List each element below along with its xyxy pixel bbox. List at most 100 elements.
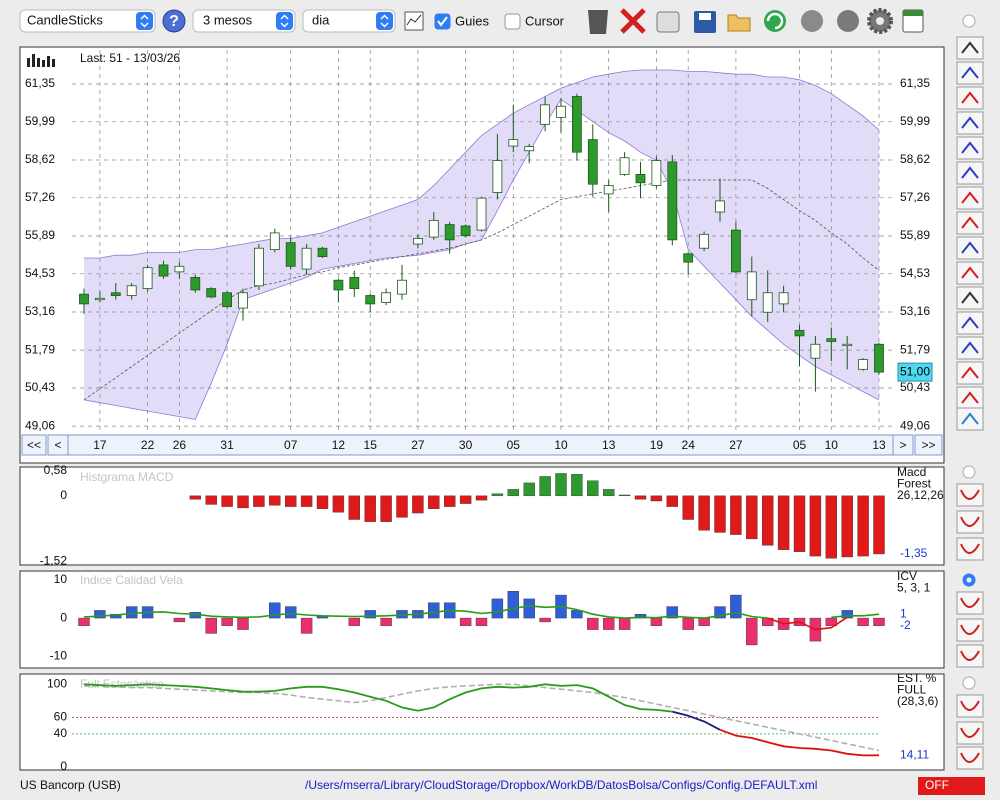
tool-glyph (960, 700, 980, 711)
y-tick-label: 0,58 (44, 463, 68, 477)
bar (491, 493, 504, 497)
tool-button[interactable] (956, 336, 984, 360)
tool-button[interactable] (956, 746, 984, 770)
candle-body (842, 343, 853, 347)
tool-button[interactable] (956, 286, 984, 310)
radio-dot (966, 577, 972, 583)
indicator-label: ICV (897, 569, 917, 583)
tool-button[interactable] (956, 161, 984, 185)
bar (698, 495, 710, 531)
x-tick-label: 19 (650, 438, 664, 452)
trash-icon[interactable] (588, 10, 608, 34)
y-tick-label-right: 54,53 (900, 266, 930, 280)
candle-body (158, 264, 169, 277)
bar (221, 617, 233, 626)
bar (618, 617, 631, 630)
radio-button[interactable] (962, 676, 976, 690)
select-arrow (276, 12, 293, 30)
help-button[interactable] (162, 9, 186, 33)
candle-body (619, 157, 630, 175)
bar (316, 495, 329, 509)
bar (603, 489, 615, 497)
bar (698, 617, 710, 626)
bar (94, 610, 106, 619)
delete-icon[interactable] (620, 8, 646, 34)
candle-body (317, 247, 328, 257)
bar (777, 495, 790, 550)
tool-button[interactable] (956, 86, 984, 110)
tool-button[interactable] (956, 186, 984, 210)
nav-button[interactable] (21, 434, 47, 456)
bar (587, 480, 599, 497)
y-tick-label: 50,43 (25, 380, 55, 394)
tool-button[interactable] (956, 694, 984, 718)
chart-type-select[interactable] (19, 9, 156, 33)
tool-button[interactable] (956, 537, 984, 561)
refresh-glyph (766, 12, 784, 30)
tool-button[interactable] (956, 510, 984, 534)
tool-button[interactable] (956, 618, 984, 642)
tool-button[interactable] (956, 261, 984, 285)
candle-body (540, 104, 550, 125)
indicator-label: FULL (897, 683, 927, 697)
tool-button[interactable] (956, 483, 984, 507)
y-tick-label: 54,53 (25, 266, 55, 280)
tool-button[interactable] (956, 111, 984, 135)
y-tick-label: 40 (54, 726, 68, 740)
radio-button[interactable] (962, 465, 976, 479)
indicator-line (767, 616, 848, 631)
icon-bar (37, 58, 40, 67)
tool-glyph (961, 412, 979, 425)
euro-icon[interactable] (837, 10, 859, 32)
bar (587, 617, 599, 630)
tool-glyph (961, 66, 979, 79)
tool-glyph (961, 191, 979, 204)
dollar-icon[interactable] (801, 10, 823, 32)
bar (444, 495, 456, 507)
period-select[interactable] (192, 9, 296, 33)
tool-button[interactable] (956, 721, 984, 745)
cursor-checkbox[interactable] (504, 13, 521, 30)
nav-button[interactable] (914, 434, 943, 456)
x-tick-label: 10 (554, 438, 568, 452)
bar (825, 617, 837, 626)
tool-button[interactable] (956, 311, 984, 335)
tool-glyph (960, 727, 980, 738)
config-path[interactable]: /Users/mserra/Library/CloudStorage/Dropb… (305, 778, 817, 792)
tool-button[interactable] (956, 591, 984, 615)
candle-body (253, 247, 264, 287)
y-tick-label: 100 (47, 676, 67, 690)
tool-button[interactable] (956, 407, 984, 431)
tool-glyph (961, 141, 979, 154)
x-tick-label: 13 (872, 438, 886, 452)
interval-select[interactable] (302, 9, 396, 33)
radio-button[interactable] (962, 14, 976, 28)
bar (714, 495, 726, 533)
icon-bar (32, 54, 35, 67)
tool-button[interactable] (956, 61, 984, 85)
bar (666, 495, 678, 507)
tool-button[interactable] (956, 644, 984, 668)
candle-body (810, 343, 821, 359)
bar (285, 606, 297, 619)
nav-button[interactable] (47, 434, 69, 456)
y-tick-label: 0 (60, 610, 67, 624)
disk-icon[interactable] (656, 11, 680, 33)
tool-button[interactable] (956, 211, 984, 235)
calendar-top (903, 10, 923, 16)
tool-button[interactable] (956, 36, 984, 60)
last-value-label: 1 (900, 606, 907, 620)
candle-body (651, 160, 662, 186)
tool-button[interactable] (956, 361, 984, 385)
x-tick-label: 05 (507, 438, 521, 452)
bar (523, 482, 535, 497)
y-tick-label: 59,99 (25, 114, 55, 128)
tool-button[interactable] (956, 136, 984, 160)
x-tick-label: 10 (825, 438, 839, 452)
status-box[interactable] (918, 777, 985, 795)
tool-button[interactable] (956, 236, 984, 260)
open-icon[interactable] (727, 14, 751, 32)
nav-button[interactable] (892, 434, 914, 456)
tool-button[interactable] (956, 386, 984, 410)
candle-body (635, 174, 646, 184)
